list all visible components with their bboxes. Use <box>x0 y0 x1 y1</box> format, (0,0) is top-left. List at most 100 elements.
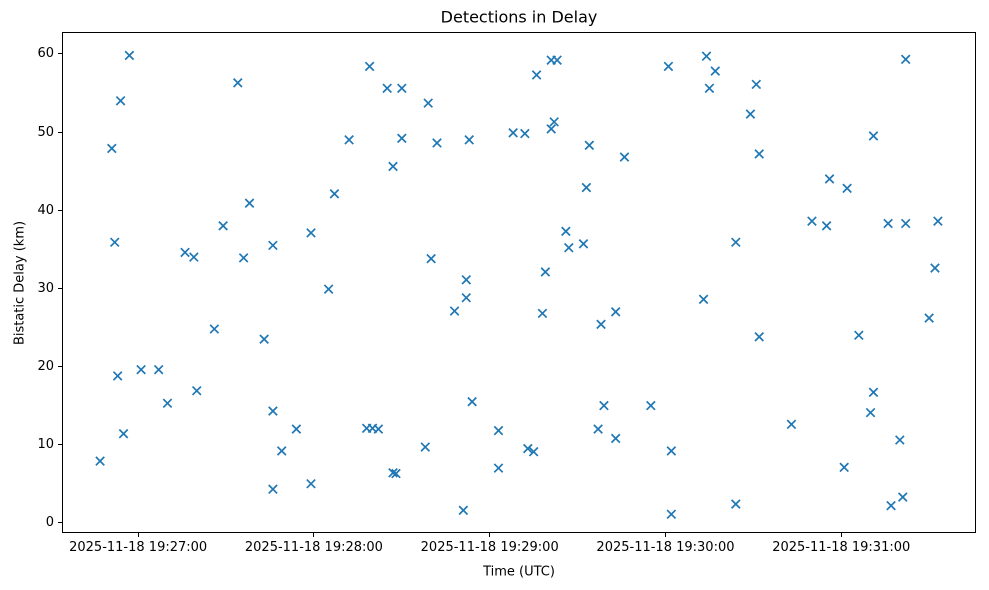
scatter-marker <box>136 364 146 375</box>
x-tick-mark <box>489 533 491 537</box>
x-tick-label: 2025-11-18 19:27:00 <box>69 540 208 555</box>
scatter-marker <box>854 330 864 341</box>
scatter-marker <box>581 182 592 193</box>
scatter-marker <box>704 83 715 94</box>
y-tick-mark <box>58 131 62 133</box>
scatter-marker <box>467 396 477 407</box>
scatter-marker <box>619 152 630 162</box>
scatter-marker <box>180 247 190 258</box>
scatter-marker <box>493 463 504 473</box>
scatter-marker <box>153 364 164 375</box>
y-tick-label: 10 <box>37 437 54 453</box>
scatter-marker <box>897 492 908 502</box>
y-tick-mark <box>58 53 62 55</box>
scatter-marker <box>306 228 316 238</box>
scatter-marker <box>593 424 603 434</box>
scatter-marker <box>563 242 574 253</box>
scatter-marker <box>584 140 595 151</box>
scatter-marker <box>461 274 472 285</box>
scatter-marker <box>596 319 606 330</box>
scatter-marker <box>883 218 893 229</box>
scatter-marker <box>268 406 278 416</box>
scatter-marker <box>754 149 765 159</box>
scatter-marker <box>364 61 375 72</box>
scatter-marker <box>531 70 542 80</box>
scatter-marker <box>115 95 126 106</box>
scatter-marker <box>118 428 129 439</box>
scatter-marker <box>244 198 255 208</box>
plot-area <box>62 32 976 533</box>
scatter-marker <box>268 484 278 495</box>
scatter-marker <box>868 387 879 398</box>
y-tick-label: 20 <box>37 359 54 375</box>
scatter-marker <box>599 400 609 411</box>
scatter-marker <box>458 505 469 516</box>
x-tick-mark <box>664 533 666 537</box>
x-axis-label: Time (UTC) <box>483 564 555 580</box>
y-tick-mark <box>58 366 62 368</box>
scatter-marker <box>162 398 173 409</box>
scatter-marker <box>218 221 228 231</box>
scatter-marker <box>397 83 407 94</box>
scatter-marker <box>786 419 797 430</box>
scatter-marker <box>549 117 559 127</box>
scatter-marker <box>730 237 741 248</box>
scatter-marker <box>432 138 442 148</box>
scatter-marker <box>112 371 123 381</box>
scatter-marker <box>464 135 475 145</box>
scatter-marker <box>745 109 756 119</box>
scatter-marker <box>578 239 589 249</box>
scatter-marker <box>259 334 269 344</box>
scatter-marker <box>306 478 316 489</box>
scatter-marker <box>663 61 674 72</box>
scatter-marker <box>751 79 762 90</box>
scatter-marker <box>537 308 548 319</box>
scatter-marker <box>344 135 354 145</box>
scatter-marker <box>807 216 817 226</box>
scatter-marker <box>839 462 849 473</box>
scatter-marker <box>391 468 401 479</box>
scatter-marker <box>238 253 249 263</box>
scatter-marker <box>449 306 460 316</box>
x-tick-label: 2025-11-18 19:29:00 <box>420 540 559 555</box>
x-tick-label: 2025-11-18 19:28:00 <box>244 540 383 555</box>
scatter-marker <box>933 216 943 226</box>
scatter-marker <box>698 294 709 305</box>
y-tick-mark <box>58 444 62 446</box>
x-tick-mark <box>313 533 315 537</box>
scatter-marker <box>821 221 832 231</box>
y-tick-label: 30 <box>37 280 54 296</box>
y-tick-mark <box>58 522 62 524</box>
scatter-marker <box>900 218 911 229</box>
scatter-marker <box>900 54 911 65</box>
scatter-canvas <box>95 50 943 520</box>
scatter-marker <box>323 284 334 294</box>
x-tick-label: 2025-11-18 19:31:00 <box>772 540 911 555</box>
scatter-marker <box>232 78 243 88</box>
y-tick-label: 50 <box>37 124 54 140</box>
scatter-marker <box>420 442 431 452</box>
scatter-marker <box>382 83 392 94</box>
x-tick-label: 2025-11-18 19:30:00 <box>596 540 735 555</box>
scatter-marker <box>842 183 852 194</box>
scatter-marker <box>268 240 278 251</box>
scatter-marker <box>493 425 504 436</box>
scatter-marker <box>865 407 876 418</box>
scatter-marker <box>373 424 384 434</box>
scatter-marker <box>209 324 220 334</box>
scatter-marker <box>886 500 896 511</box>
scatter-marker <box>528 446 539 457</box>
scatter-marker <box>610 433 621 444</box>
scatter-marker <box>508 128 518 138</box>
scatter-marker <box>924 313 934 323</box>
scatter-marker <box>291 424 302 434</box>
scatter-marker <box>561 226 571 237</box>
scatter-marker <box>701 51 712 62</box>
scatter-marker <box>552 55 562 65</box>
scatter-marker <box>754 332 765 342</box>
scatter-marker <box>666 446 677 456</box>
x-tick-mark <box>840 533 842 537</box>
scatter-marker <box>868 131 879 141</box>
x-tick-mark <box>137 533 139 537</box>
